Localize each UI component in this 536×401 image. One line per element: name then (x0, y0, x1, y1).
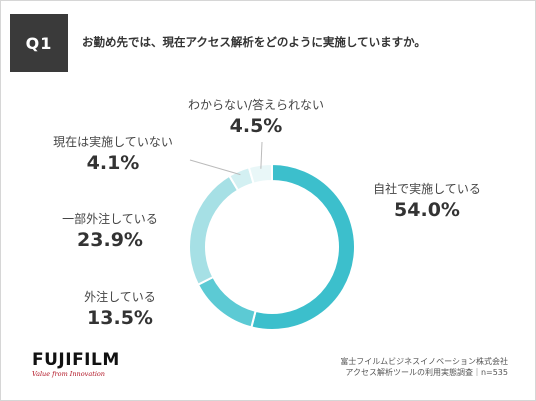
label-not-implemented-name: 現在は実施していない (53, 135, 173, 149)
label-outsourced-value: 13.5% (87, 307, 153, 329)
slice-unknown (247, 162, 273, 185)
slice-in-house (250, 162, 356, 331)
slice-partly-outsourced (188, 174, 240, 287)
slice-outsourced (196, 275, 257, 329)
label-partly-outsourced: 一部外注している 23.9% (50, 210, 170, 251)
label-partly-outsourced-name: 一部外注している (62, 212, 158, 226)
label-not-implemented-value: 4.1% (86, 152, 140, 174)
label-outsourced-name: 外注している (84, 290, 156, 304)
label-outsourced: 外注している 13.5% (60, 288, 180, 329)
footer-company: 富士フイルムビジネスイノベーション株式会社 (340, 357, 508, 366)
leader-not-implemented (189, 159, 241, 176)
label-partly-outsourced-value: 23.9% (77, 229, 143, 251)
label-unknown: わからない/答えられない 4.5% (176, 96, 336, 137)
label-not-implemented: 現在は実施していない 4.1% (48, 133, 178, 174)
logo-brand: FUJIFILM (32, 350, 120, 370)
label-in-house-value: 54.0% (394, 199, 460, 221)
logo-tagline: Value from Innovation (32, 370, 105, 378)
label-in-house: 自社で実施している 54.0% (372, 180, 482, 221)
label-unknown-value: 4.5% (229, 115, 283, 137)
question-badge: Q1 (10, 14, 68, 72)
footer-survey: アクセス解析ツールの利用実態調査｜n=535 (345, 368, 508, 377)
question-text: お勤め先では、現在アクセス解析をどのように実施していますか。 (82, 35, 426, 49)
leader-unknown (260, 141, 263, 169)
label-unknown-name: わからない/答えられない (187, 98, 325, 112)
label-in-house-name: 自社で実施している (373, 182, 481, 196)
fujifilm-logo: FUJIFILM Value from Innovation (32, 350, 120, 379)
footer-source: 富士フイルムビジネスイノベーション株式会社 アクセス解析ツールの利用実態調査｜n… (340, 356, 508, 378)
